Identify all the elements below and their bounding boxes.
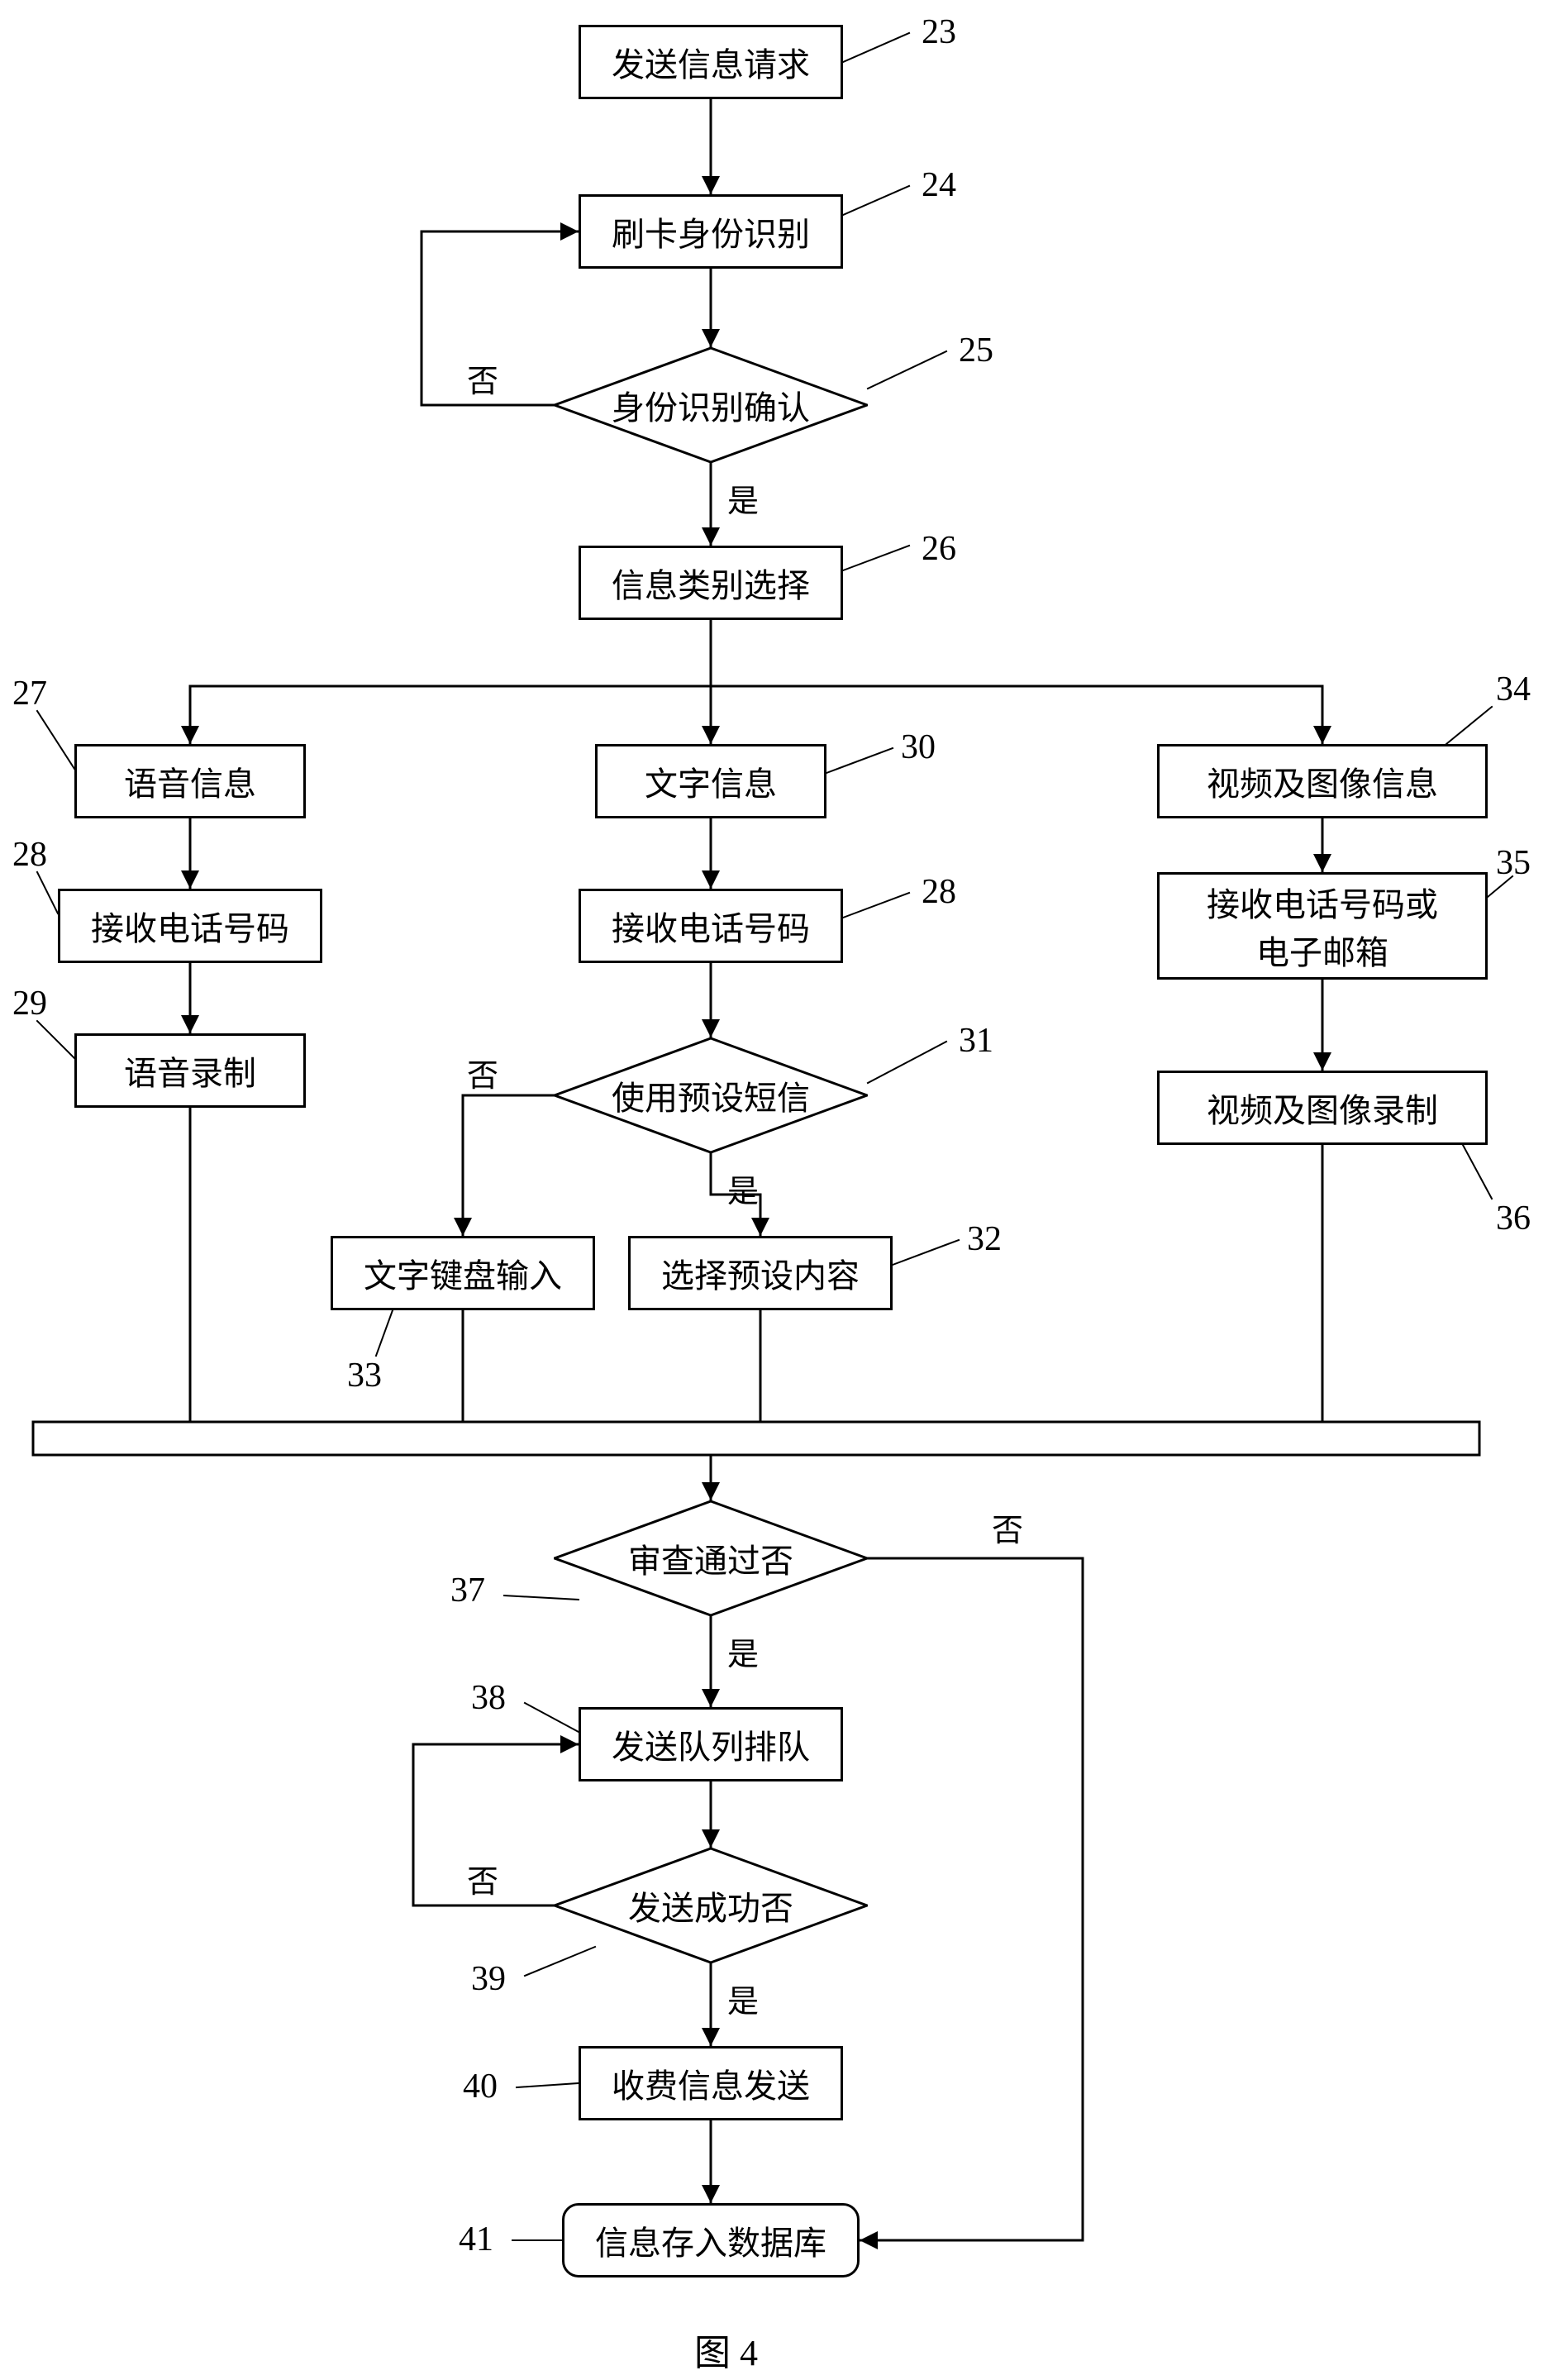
- callout-c38: 38: [471, 1678, 506, 1718]
- callout-c29: 29: [12, 984, 47, 1023]
- callout-c28a: 28: [12, 835, 47, 875]
- edge-label-l39yes: 是: [727, 1976, 759, 2021]
- process-n38: 发送队列排队: [579, 1707, 843, 1781]
- decision-label-n25: 身份识别确认: [612, 381, 810, 429]
- process-n40: 收费信息发送: [579, 2046, 843, 2120]
- decision-label-n37: 审查通过否: [628, 1534, 793, 1582]
- edge-label-l37no: 否: [992, 1505, 1023, 1550]
- callout-c28b: 28: [922, 872, 956, 912]
- callout-c40: 40: [463, 2067, 498, 2106]
- callout-c33: 33: [347, 1356, 382, 1395]
- callout-c24: 24: [922, 165, 956, 205]
- figure-caption: 图 4: [694, 2323, 758, 2376]
- edge-label-l31no: 否: [467, 1050, 498, 1095]
- process-n32: 选择预设内容: [628, 1236, 893, 1310]
- process-n36: 视频及图像录制: [1157, 1071, 1488, 1145]
- callout-c23: 23: [922, 12, 956, 52]
- callout-c34: 34: [1496, 670, 1531, 709]
- decision-label-n31: 使用预设短信: [612, 1071, 810, 1119]
- process-n33: 文字键盘输入: [331, 1236, 595, 1310]
- decision-n37: 审查通过否: [554, 1500, 868, 1616]
- decision-label-n39: 发送成功否: [628, 1882, 793, 1929]
- process-n28b: 接收电话号码: [579, 889, 843, 963]
- callout-c30: 30: [901, 727, 936, 767]
- process-n28a: 接收电话号码: [58, 889, 322, 963]
- edge-label-l31yes: 是: [727, 1166, 759, 1211]
- callout-c32: 32: [967, 1219, 1002, 1259]
- edge-label-l37yes: 是: [727, 1629, 759, 1674]
- process-n23: 发送信息请求: [579, 25, 843, 99]
- callout-c35: 35: [1496, 843, 1531, 883]
- callout-c27: 27: [12, 674, 47, 713]
- callout-c37: 37: [450, 1571, 485, 1610]
- process-n27: 语音信息: [74, 744, 306, 818]
- decision-n25: 身份识别确认: [554, 347, 868, 463]
- callout-c25: 25: [959, 331, 993, 370]
- process-n29: 语音录制: [74, 1033, 306, 1108]
- process-n41: 信息存入数据库: [562, 2203, 860, 2277]
- edge-label-l39no: 否: [467, 1856, 498, 1901]
- process-n30: 文字信息: [595, 744, 826, 818]
- process-n34: 视频及图像信息: [1157, 744, 1488, 818]
- edge-label-l25no: 否: [467, 355, 498, 401]
- edge-label-l25yes: 是: [727, 475, 759, 521]
- process-n35: 接收电话号码或 电子邮箱: [1157, 872, 1488, 980]
- process-n26: 信息类别选择: [579, 546, 843, 620]
- callout-c36: 36: [1496, 1199, 1531, 1238]
- process-n24: 刷卡身份识别: [579, 194, 843, 269]
- decision-n39: 发送成功否: [554, 1848, 868, 1963]
- callout-c31: 31: [959, 1021, 993, 1061]
- callout-c26: 26: [922, 529, 956, 569]
- callout-c39: 39: [471, 1959, 506, 1999]
- flowchart-canvas: 发送信息请求刷卡身份识别身份识别确认信息类别选择语音信息接收电话号码语音录制文字…: [0, 0, 1548, 2380]
- callout-c41: 41: [459, 2220, 493, 2259]
- decision-n31: 使用预设短信: [554, 1037, 868, 1153]
